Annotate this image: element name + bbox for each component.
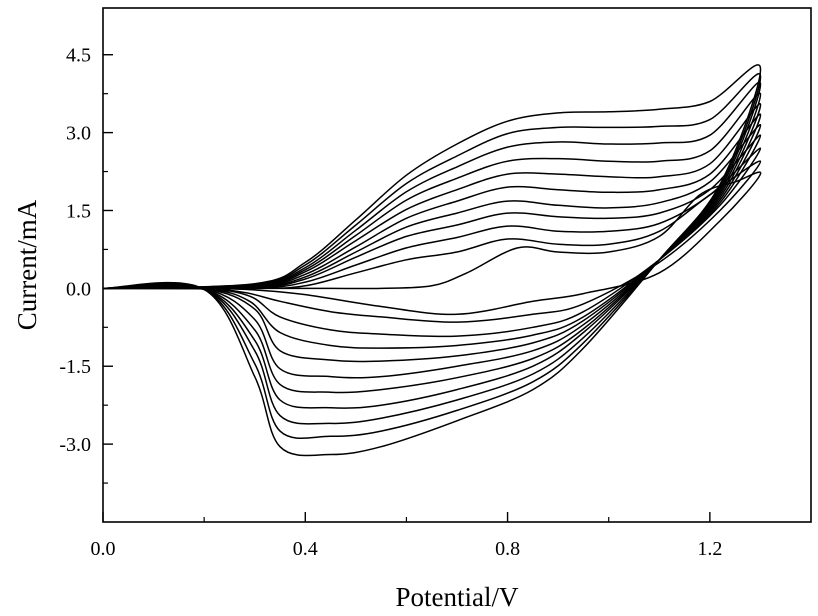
cv-cycle-6 <box>103 114 760 378</box>
x-tick-label: 0.8 <box>495 538 520 560</box>
x-axis-title: Potential/V <box>396 582 519 612</box>
plot-frame <box>103 8 811 522</box>
x-tick-label: 0.4 <box>293 538 318 560</box>
cv-cycle-9 <box>103 82 760 424</box>
cv-cycle-2 <box>103 161 760 322</box>
y-tick-label: 0.0 <box>66 278 91 300</box>
x-tick-label: 1.2 <box>697 538 722 560</box>
cv-cycle-8 <box>103 93 760 408</box>
y-tick-label: -3.0 <box>59 434 91 456</box>
cv-cycle-1 <box>103 172 761 314</box>
x-tick-label: 0.0 <box>91 538 116 560</box>
y-axis-title: Current/mA <box>12 199 42 330</box>
cv-cycle-7 <box>103 104 760 393</box>
cyclic-voltammogram-chart: 0.0 0.4 0.8 1.2 4.5 3.0 1.5 0.0 -1.5 -3.0 Potenti… <box>0 0 818 616</box>
y-tick-label: -1.5 <box>59 356 91 378</box>
y-tick-label: 1.5 <box>66 200 91 222</box>
y-tick-label: 4.5 <box>66 45 91 67</box>
y-tick-label: 3.0 <box>66 123 91 145</box>
curves-group <box>103 65 761 456</box>
